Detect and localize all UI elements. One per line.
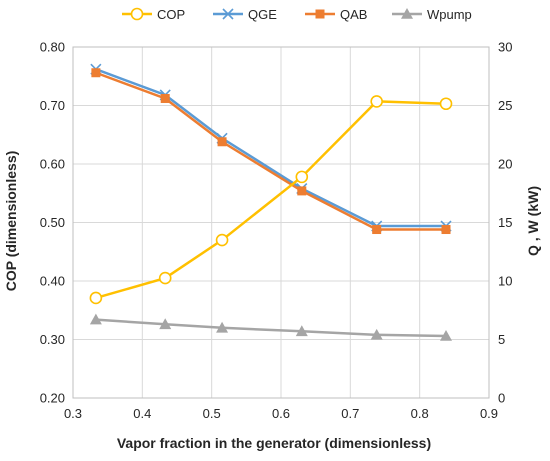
data-point-cop (295, 170, 309, 184)
data-point-wpump (159, 318, 172, 330)
legend: COP QGE QAB Wpump (122, 7, 472, 22)
data-point-wpump (89, 313, 102, 325)
legend-label: COP (157, 7, 185, 22)
series-qge (90, 63, 452, 232)
y-right-tick-label: 10 (498, 274, 512, 289)
legend-entry-qab: QAB (305, 7, 367, 22)
gridlines (72, 46, 490, 399)
data-point-qab (160, 93, 170, 103)
legend-swatch-marker (130, 7, 144, 21)
legend-swatch-marker (315, 9, 325, 19)
data-point-qab (297, 186, 307, 196)
y-right-tick-label: 20 (498, 157, 512, 172)
y-left-tick-label: 0.70 (40, 98, 65, 113)
data-point-qab (217, 137, 227, 147)
y-right-tick-label: 25 (498, 98, 512, 113)
y-left-tick-label: 0.80 (40, 40, 65, 55)
legend-label: Wpump (427, 7, 472, 22)
data-point-wpump (440, 329, 453, 341)
y-left-tick-label: 0.30 (40, 332, 65, 347)
series-wpump (89, 313, 453, 341)
x-tick-label: 0.3 (64, 406, 82, 421)
data-point-cop (158, 271, 172, 285)
plot-series (89, 63, 453, 341)
series-line-cop (95, 100, 447, 300)
data-point-qab (91, 68, 101, 78)
data-point-qab (441, 225, 451, 235)
legend-label: QAB (340, 7, 367, 22)
y-right-tick-label: 15 (498, 215, 512, 230)
data-point-wpump (295, 325, 308, 337)
data-point-cop (439, 97, 453, 111)
y-axis-left-title: COP (dimensionless) (3, 151, 19, 292)
legend-label: QGE (248, 7, 277, 22)
x-axis-title: Vapor fraction in the generator (dimensi… (117, 435, 431, 451)
x-tick-label: 0.4 (133, 406, 151, 421)
legend-entry-wpump: Wpump (392, 7, 472, 22)
y-left-tick-label: 0.50 (40, 215, 65, 230)
y-left-tick-label: 0.60 (40, 157, 65, 172)
axes: 0.3 0.4 0.5 0.6 0.7 0.8 0.9 0.20 0.30 0.40 0.50 0.6… (40, 40, 513, 422)
x-tick-label: 0.8 (411, 406, 429, 421)
legend-entry-cop: COP (122, 7, 185, 22)
y-right-tick-label: 5 (498, 332, 505, 347)
x-tick-label: 0.9 (480, 406, 498, 421)
x-tick-label: 0.5 (203, 406, 221, 421)
series-line-wpump (95, 318, 447, 338)
data-point-wpump (216, 321, 229, 333)
data-point-cop (370, 95, 383, 108)
plot-area-border (72, 46, 490, 399)
legend-swatch-marker (222, 8, 234, 20)
data-point-qab (372, 225, 382, 235)
y-left-tick-label: 0.20 (40, 391, 65, 406)
series-cop (89, 95, 453, 305)
data-point-cop (89, 291, 103, 305)
series-line-qab (95, 71, 447, 231)
legend-entry-qge: QGE (213, 7, 277, 22)
x-tick-label: 0.6 (272, 406, 290, 421)
data-point-wpump (370, 328, 383, 340)
legend-swatch-marker (401, 8, 413, 19)
x-tick-label: 0.7 (341, 406, 359, 421)
y-left-tick-label: 0.40 (40, 274, 65, 289)
y-right-tick-label: 30 (498, 40, 512, 55)
series-qab (91, 68, 451, 235)
y-right-tick-label: 0 (498, 391, 505, 406)
y-axis-right-title: Q , W (kW) (525, 186, 541, 256)
data-point-cop (215, 233, 229, 247)
series-line-qge (95, 68, 447, 228)
